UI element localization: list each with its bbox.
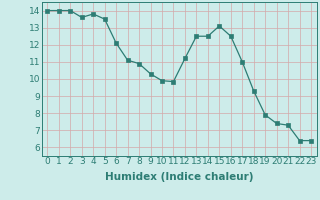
X-axis label: Humidex (Indice chaleur): Humidex (Indice chaleur) (105, 172, 253, 182)
